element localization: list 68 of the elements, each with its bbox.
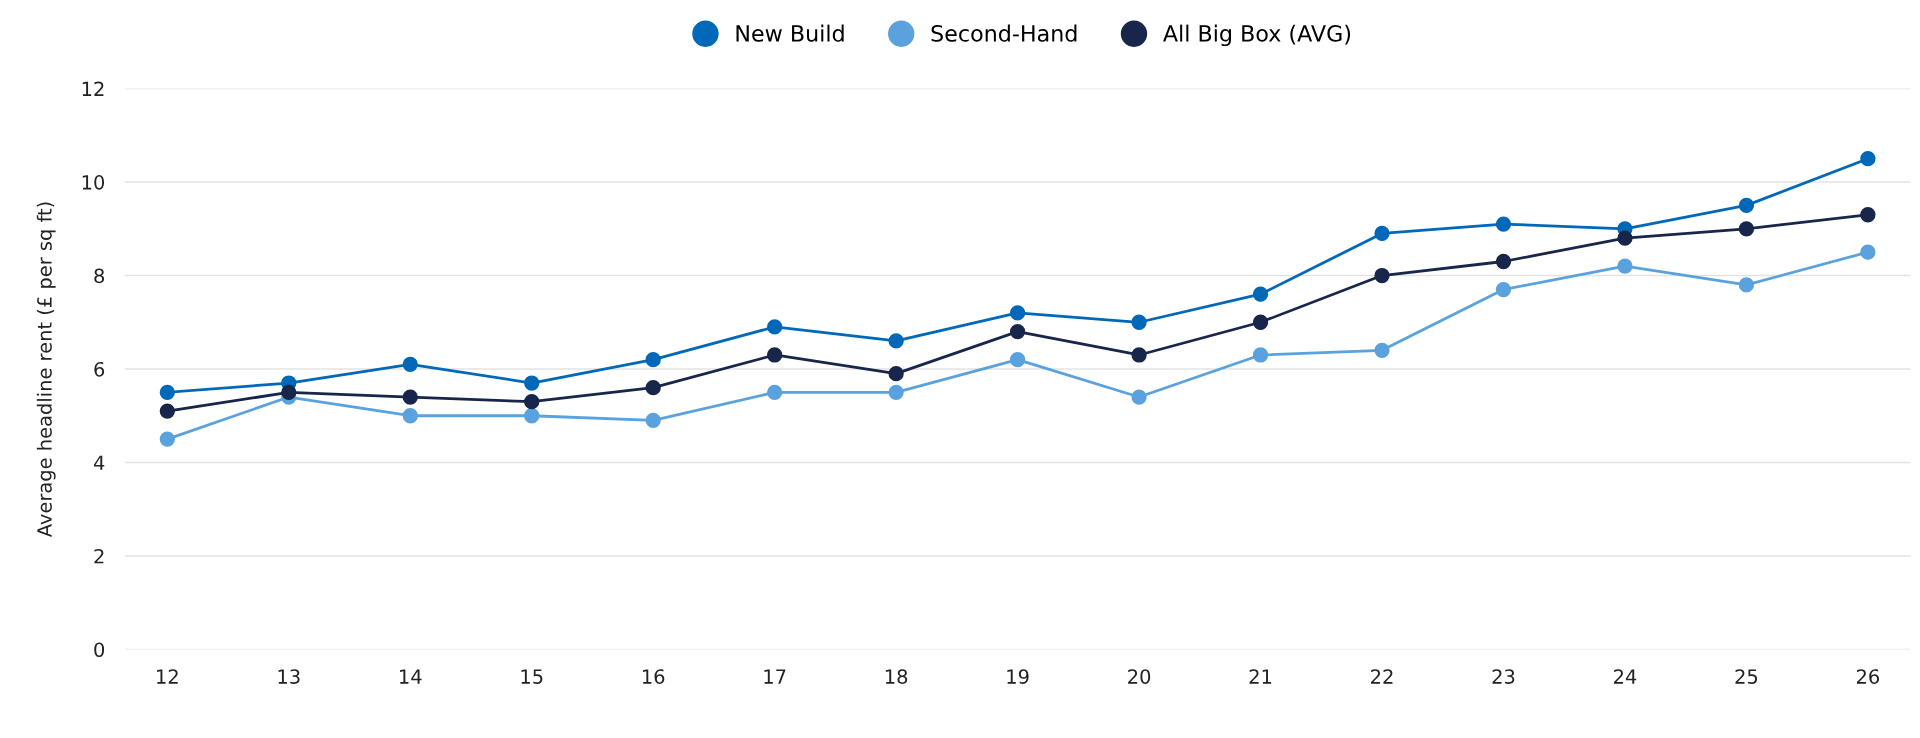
x-tick-label: 18 <box>885 669 908 684</box>
x-tick-label: 24 <box>1614 669 1637 684</box>
x-tick-label: 14 <box>400 669 422 684</box>
x-tick-label: 16 <box>642 669 665 684</box>
point <box>1374 225 1390 242</box>
point <box>402 389 418 405</box>
y-tick-label: 12 <box>82 81 104 96</box>
x-tick-label: 23 <box>1492 669 1515 684</box>
point <box>1617 230 1633 246</box>
point <box>524 375 540 391</box>
point <box>1131 347 1147 363</box>
point <box>1374 267 1390 284</box>
x-tick-label: 19 <box>1007 669 1029 684</box>
legend-label: All Big Box (AVG) <box>1163 24 1351 47</box>
y-tick-label: 2 <box>94 548 104 564</box>
point <box>159 403 175 419</box>
y-tick-label: 0 <box>94 642 105 658</box>
point <box>1738 277 1755 293</box>
x-tick-label: 26 <box>1856 669 1880 684</box>
point <box>1374 342 1390 358</box>
point <box>767 347 783 363</box>
point <box>767 384 783 401</box>
point <box>1252 314 1269 330</box>
point <box>888 366 904 382</box>
point <box>1738 221 1755 237</box>
point <box>1009 352 1026 368</box>
y-tick-label: 8 <box>94 268 105 284</box>
x-tick-label: 15 <box>521 669 543 684</box>
point <box>767 319 783 335</box>
point <box>1252 286 1269 302</box>
x-tick-label: 25 <box>1735 669 1758 684</box>
point <box>281 384 297 401</box>
point <box>524 408 540 424</box>
x-tick-label: 22 <box>1371 669 1393 684</box>
x-tick-label: 12 <box>157 669 178 684</box>
point <box>159 384 175 401</box>
legend-label: New Build <box>736 24 844 42</box>
point <box>159 431 175 447</box>
point <box>645 412 661 429</box>
point <box>1131 314 1147 330</box>
point <box>402 408 418 424</box>
point <box>1860 151 1876 167</box>
point <box>402 356 418 372</box>
point <box>1860 207 1876 223</box>
y-tick-label: 6 <box>94 361 105 377</box>
y-tick-label: 10 <box>82 175 105 190</box>
x-tick-label: 13 <box>278 669 300 684</box>
point <box>1009 305 1026 321</box>
point <box>1252 347 1269 363</box>
point <box>1860 244 1876 260</box>
point <box>1009 323 1026 340</box>
point <box>1495 281 1512 298</box>
point <box>645 352 661 368</box>
point <box>888 384 904 401</box>
point <box>1495 253 1512 270</box>
point <box>1495 216 1512 232</box>
point <box>888 333 904 349</box>
legend-label: Second-Hand <box>931 24 1077 42</box>
x-tick-label: 17 <box>764 669 786 684</box>
y-tick-label: 4 <box>93 455 105 470</box>
point <box>645 380 661 396</box>
x-tick-label: 20 <box>1128 669 1151 684</box>
y-axis-title: Average headline rent (£ per sq ft) <box>36 202 56 538</box>
point <box>1738 197 1755 214</box>
point <box>524 394 540 410</box>
point <box>1617 258 1633 274</box>
point <box>1131 389 1147 405</box>
x-tick-label: 21 <box>1249 669 1272 684</box>
